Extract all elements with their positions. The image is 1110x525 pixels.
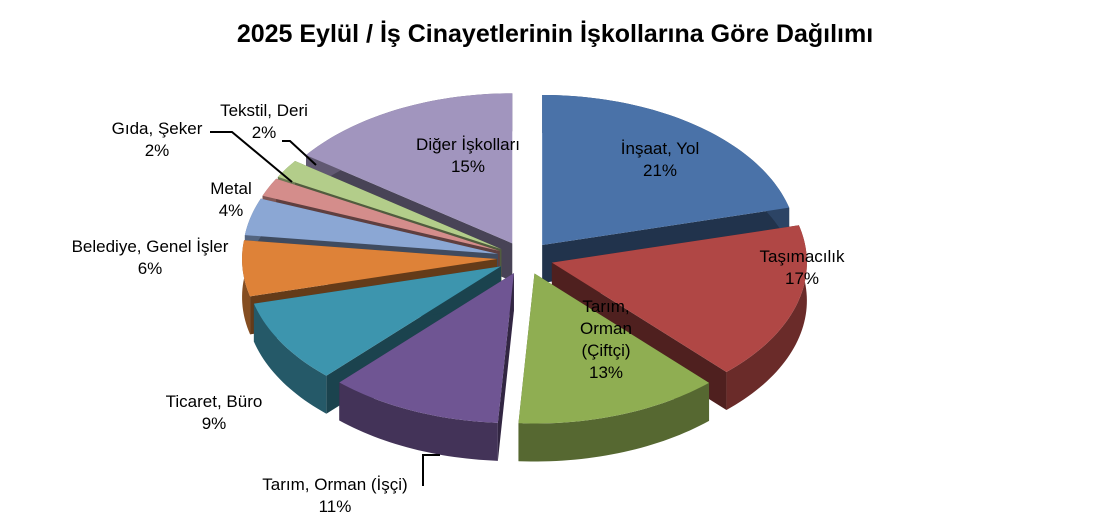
chart-title: 2025 Eylül / İş Cinayetlerinin İşkolları… (236, 20, 874, 48)
slice-top (262, 178, 500, 251)
slice-top (253, 266, 501, 376)
data-label-diger: Diğer İşkolları 15% (416, 135, 520, 176)
pie-slice-3 (339, 273, 514, 461)
data-label-tekstil: Tekstil, Deri 2% (220, 101, 308, 142)
data-label-belediye: Belediye, Genel İşler 6% (71, 237, 229, 278)
data-label-tasimacilik: Taşımacılık 17% (759, 247, 845, 288)
leader-line-tarim-isci (422, 454, 440, 486)
slice-top (305, 93, 513, 244)
slice-top (542, 94, 790, 245)
leader-line-gida (210, 131, 293, 183)
slice-outer-wall (253, 303, 327, 414)
data-label-tarim-isci: Tarım, Orman (İşçi) 11% (262, 475, 408, 516)
data-label-insaat: İnşaat, Yol 21% (620, 139, 700, 180)
data-label-tarim-ciftci: Tarım, Orman (Çiftçi) 13% (580, 297, 632, 382)
slice-top (242, 240, 498, 297)
slice-side-wall (497, 273, 514, 461)
slice-top (244, 198, 498, 254)
slice-top (277, 161, 502, 250)
data-label-metal: Metal 4% (210, 179, 252, 220)
slice-top (518, 273, 710, 424)
pie-slice-2 (518, 273, 710, 462)
slice-top (339, 273, 514, 423)
slice-outer-wall (339, 382, 498, 461)
slice-outer-wall (726, 225, 807, 410)
leader-line-tekstil (282, 140, 317, 166)
slice-top (551, 225, 807, 372)
data-label-ticaret: Ticaret, Büro 9% (165, 392, 263, 433)
slice-outer-wall (518, 382, 710, 462)
data-label-gida: Gıda, Şeker 2% (111, 119, 203, 160)
